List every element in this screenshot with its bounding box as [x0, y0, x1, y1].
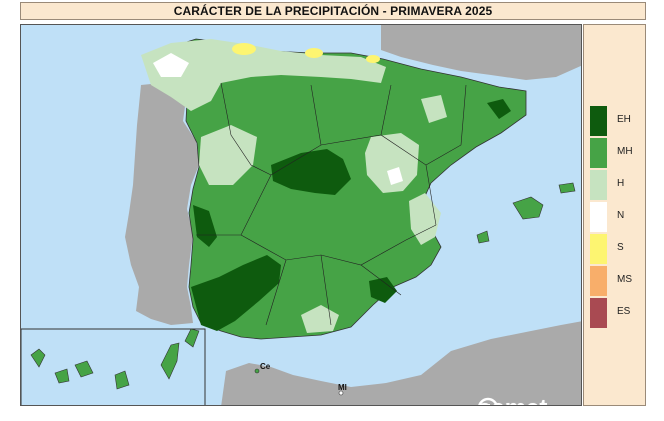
precipitation-map: Ce Ml aemet [20, 24, 582, 406]
legend-item-es: ES [590, 298, 646, 328]
morocco-land [221, 321, 581, 405]
canary-islands [30, 328, 200, 390]
h-zone-center-east [365, 133, 419, 193]
legend-swatch-ms [590, 266, 607, 296]
portugal-land [125, 83, 199, 325]
legend-item-h: H [590, 170, 646, 200]
legend-swatch-es [590, 298, 607, 328]
canary-inset [21, 328, 206, 405]
legend-swatch-h [590, 170, 607, 200]
n-zone-north [153, 53, 189, 77]
map-title-bar: CARÁCTER DE LA PRECIPITACIÓN - PRIMAVERA… [20, 2, 646, 20]
legend-item-mh: MH [590, 138, 646, 168]
aemet-logo-icon [478, 397, 498, 405]
ceuta-label: Ce [260, 362, 271, 371]
legend-item-n: N [590, 202, 646, 232]
melilla-marker [338, 390, 344, 396]
h-zone-north [141, 39, 386, 111]
legend-label-mh: MH [617, 146, 633, 157]
eh-zone-southwest [191, 255, 281, 331]
s-zone-cantabria [305, 48, 323, 58]
n-zone-center [387, 167, 403, 185]
legend-swatch-mh [590, 138, 607, 168]
legend-item-s: S [590, 234, 646, 264]
legend-label-es: ES [617, 306, 631, 317]
legend-label-h: H [617, 178, 625, 189]
aemet-logo: aemet [476, 397, 547, 406]
france-land [381, 25, 581, 80]
legend-label-eh: EH [617, 114, 631, 125]
eh-zone-northeast [487, 99, 511, 119]
s-zone-basque [366, 55, 380, 63]
legend-item-ms: MS [590, 266, 646, 296]
mallorca [512, 196, 544, 220]
legend-panel: EH MH H N S MS ES [583, 24, 646, 406]
ceuta-marker [254, 368, 260, 374]
legend-label-s: S [617, 242, 624, 253]
h-zone-west [199, 125, 257, 185]
eh-zone-center [271, 149, 351, 195]
eh-zone-granada [369, 277, 397, 303]
region-borders [196, 82, 467, 326]
s-zone-asturias [232, 43, 256, 55]
legend-item-eh: EH [590, 106, 646, 136]
legend-swatch-s [590, 234, 607, 264]
aemet-logo-text: aemet [478, 397, 547, 406]
ibiza [476, 230, 490, 244]
menorca [558, 182, 576, 194]
legend-label-n: N [617, 210, 625, 221]
eh-zone-west [193, 205, 217, 247]
map-title: CARÁCTER DE LA PRECIPITACIÓN - PRIMAVERA… [173, 4, 493, 18]
h-zone-ne [421, 95, 447, 123]
legend-label-ms: MS [617, 274, 632, 285]
legend-swatch-n [590, 202, 607, 232]
h-zone-south [301, 305, 339, 333]
legend-swatch-eh [590, 106, 607, 136]
melilla-label: Ml [338, 383, 347, 392]
